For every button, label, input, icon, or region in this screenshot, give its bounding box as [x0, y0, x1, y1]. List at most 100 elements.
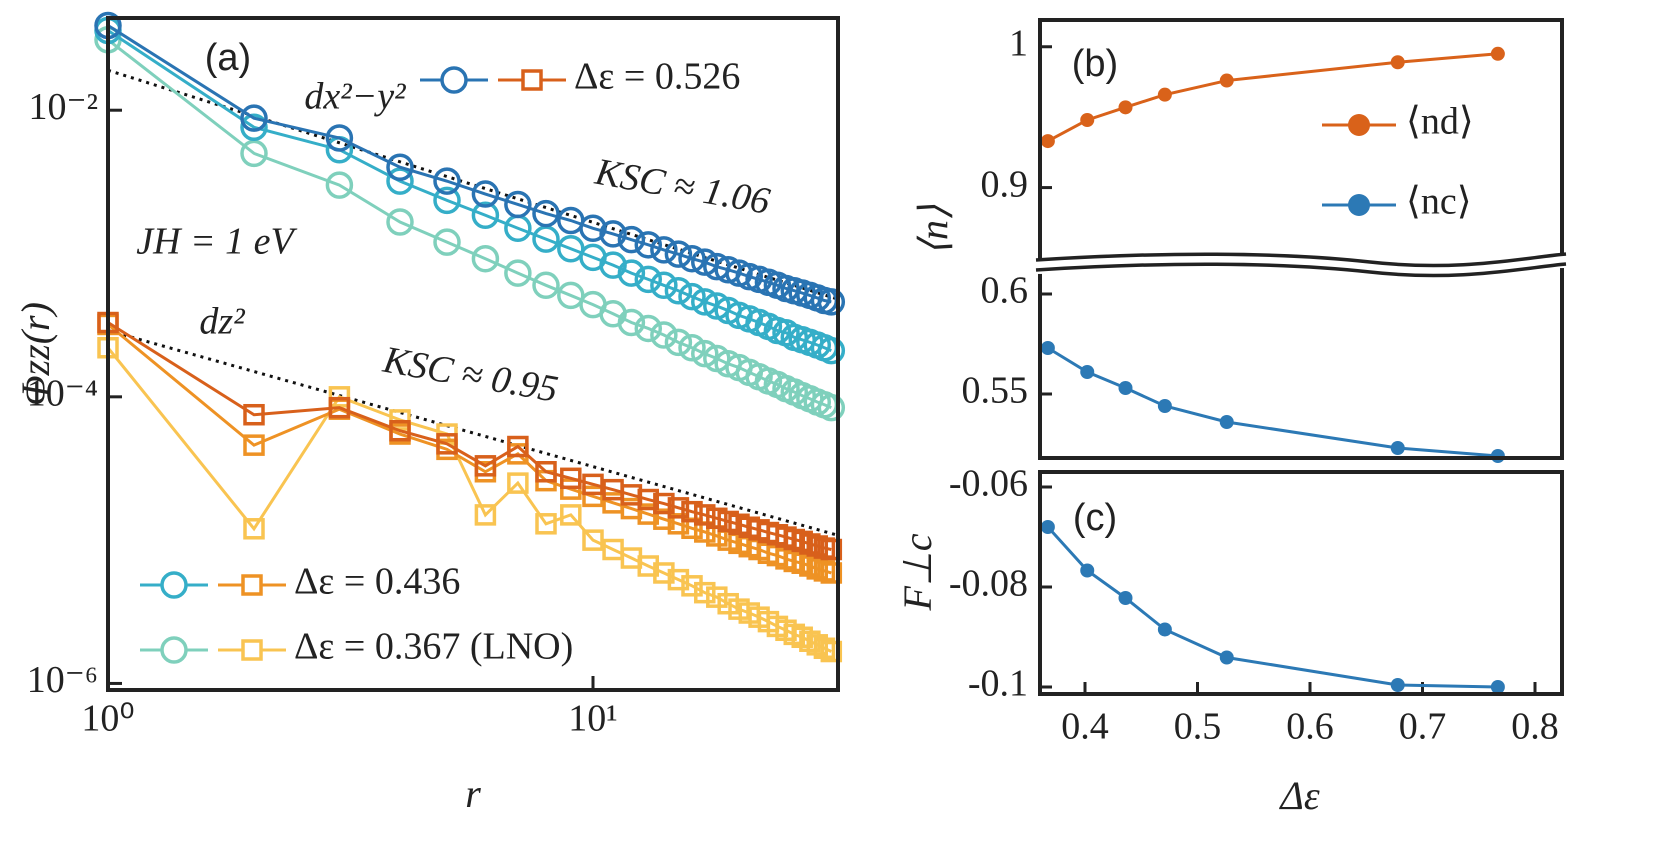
- dz2-series-marker: [806, 634, 829, 656]
- legend-label: ⟨nd⟩: [1406, 101, 1474, 143]
- dz2-series-marker: [706, 586, 728, 608]
- dz2-series-marker: [681, 500, 703, 523]
- dx2-series-marker: [678, 244, 706, 273]
- y-tick-label: 1: [1009, 22, 1028, 64]
- series-line: [1046, 525, 1498, 689]
- dx2-series-marker: [691, 339, 719, 368]
- legend-label: Δε = 0.367 (LNO): [294, 626, 573, 668]
- dx2-series-marker: [433, 167, 461, 195]
- x-tick-label: 0.5: [1174, 706, 1222, 748]
- dx2-series-marker: [504, 190, 532, 219]
- dz2-series-marker: [717, 510, 739, 533]
- dz2-series-marker: [507, 435, 529, 458]
- axis-break: [1035, 252, 1567, 268]
- dz2-series-marker: [560, 504, 582, 526]
- dz2-series-marker: [694, 581, 716, 604]
- dx2-series-marker: [664, 240, 693, 268]
- y-tick-label: 0.9: [981, 163, 1029, 205]
- dz2-series-marker: [535, 513, 557, 535]
- series-marker: [1040, 134, 1055, 149]
- dx2-series-marker: [634, 265, 663, 294]
- dz2-series-marker: [653, 562, 675, 584]
- dz2-series-marker: [820, 562, 843, 584]
- dx2-series-marker: [617, 259, 646, 287]
- dz2-series-marker: [694, 504, 716, 526]
- panel-label: (c): [1073, 497, 1117, 539]
- annotation: dx²−y²: [304, 76, 406, 118]
- dz2-series-marker: [653, 492, 675, 515]
- x-axis-label: Δε: [1278, 773, 1319, 818]
- dx2-series-marker: [664, 276, 693, 305]
- series-line: [1047, 346, 1498, 458]
- y-tick-label: 10⁻²: [29, 86, 98, 128]
- legend-marker: [160, 636, 188, 664]
- series-marker: [1219, 650, 1234, 665]
- legend-marker: [1348, 114, 1370, 136]
- dz2-series-marker: [582, 473, 604, 496]
- dz2-series-marker: [637, 555, 660, 577]
- dx2-series-marker: [240, 104, 268, 132]
- dz2-series-marker: [806, 558, 829, 580]
- dz2-series-marker: [667, 513, 690, 535]
- axis-break: [1035, 262, 1567, 278]
- legend-label: ⟨nc⟩: [1406, 181, 1472, 223]
- dz2-series-marker: [667, 568, 690, 591]
- series-marker: [1040, 341, 1055, 355]
- series-marker: [1080, 563, 1095, 578]
- dx2-series-marker: [678, 282, 706, 311]
- dx2-series-marker: [599, 251, 627, 279]
- y-axis-label: Φzz(r): [13, 302, 58, 406]
- dx2-series-marker: [691, 288, 719, 316]
- dx2-series-marker: [240, 113, 268, 142]
- legend-label: Δε = 0.436: [294, 561, 460, 603]
- dx2-series-marker: [817, 393, 846, 422]
- series-marker: [1118, 381, 1133, 395]
- dz2-series-marker: [436, 433, 458, 455]
- y-tick-label: 10⁻⁴: [27, 373, 98, 415]
- dx2-series-marker: [386, 167, 414, 195]
- dz2-series-marker: [243, 434, 265, 456]
- series-marker: [1080, 112, 1095, 127]
- dx2-series-marker: [471, 244, 500, 273]
- dx2-series-marker: [617, 225, 646, 254]
- series-marker: [1118, 100, 1133, 115]
- dz2-series-marker: [820, 640, 843, 663]
- dx2-series-marker: [325, 124, 354, 152]
- panel-label: (b): [1072, 43, 1118, 85]
- dz2-series-marker: [681, 575, 703, 597]
- dz2-series-marker: [806, 535, 829, 557]
- legend-marker: [160, 571, 188, 599]
- series-marker: [1040, 520, 1055, 534]
- dz2-series-marker: [667, 497, 690, 519]
- dx2-series-marker: [579, 214, 607, 243]
- dz2-series-marker: [653, 508, 675, 530]
- x-axis-label: r: [465, 771, 481, 816]
- dz2-series-marker: [813, 637, 836, 660]
- dx2-series-marker: [599, 220, 627, 248]
- dx2-series-marker: [240, 139, 268, 168]
- legend-marker: [1348, 194, 1370, 216]
- series-marker: [1157, 622, 1172, 637]
- dz2-series-marker: [820, 538, 843, 561]
- dz2-series-marker: [706, 507, 728, 530]
- y-tick-label: -0.06: [949, 463, 1028, 505]
- dx2-series-marker: [471, 201, 500, 229]
- dz2-series-marker: [389, 419, 411, 442]
- dz2-series-marker: [560, 478, 582, 500]
- dx2-series-marker: [817, 288, 846, 316]
- dz2-series-marker: [328, 396, 351, 419]
- annotation: KSC ≈ 0.95: [379, 339, 561, 411]
- x-tick-label: 0.8: [1511, 706, 1559, 748]
- panel-label: (a): [205, 37, 251, 79]
- dx2-series-marker: [532, 271, 560, 300]
- dz2-series-marker: [560, 467, 582, 490]
- dz2-series-marker: [243, 403, 265, 426]
- plot-frame: [1038, 470, 1564, 696]
- legend-marker: [440, 66, 468, 94]
- y-axis-label: F⊥c: [895, 533, 940, 611]
- dx2-series-marker: [504, 259, 532, 287]
- y-tick-label: -0.08: [949, 563, 1028, 605]
- series-marker: [1157, 87, 1172, 102]
- y-axis-label: ⟨n⟩: [911, 204, 956, 256]
- series-marker: [1490, 46, 1505, 61]
